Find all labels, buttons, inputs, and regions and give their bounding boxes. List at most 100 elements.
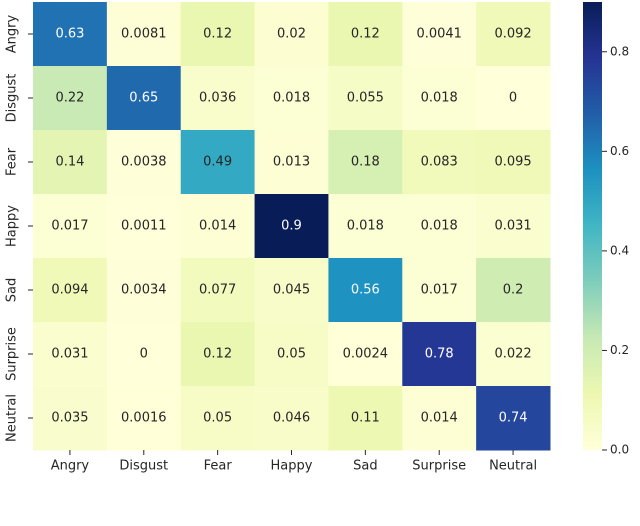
heatmap-cell — [33, 66, 108, 131]
heatmap-cell — [33, 2, 108, 67]
heatmap-cell — [402, 194, 477, 259]
heatmap-cell — [328, 194, 403, 259]
x-tick-label: Fear — [204, 459, 233, 474]
heatmap-cell — [254, 194, 329, 259]
cell-label: 0.74 — [499, 411, 528, 426]
cell-label: 0.22 — [55, 91, 84, 106]
cell-label: 0.0034 — [121, 283, 167, 298]
y-tick-label: Happy — [5, 205, 20, 247]
y-tick-label: Disgust — [5, 74, 20, 123]
cell-label: 0.055 — [347, 91, 384, 106]
cell-label: 0.018 — [421, 219, 458, 234]
cell-label: 0.49 — [203, 155, 232, 170]
y-tick-label: Neutral — [5, 394, 20, 442]
heatmap-cell — [254, 258, 329, 323]
cell-label: 0.035 — [51, 411, 88, 426]
heatmap-cell — [254, 386, 329, 451]
cell-label: 0.022 — [494, 347, 531, 362]
heatmap-cell — [476, 2, 551, 67]
heatmap-cell — [476, 194, 551, 259]
cell-label: 0.12 — [203, 27, 232, 42]
cell-label: 0.077 — [199, 283, 236, 298]
cell-label: 0.0024 — [343, 347, 389, 362]
cell-label: 0.78 — [425, 347, 454, 362]
cell-label: 0.12 — [351, 27, 380, 42]
colorbar-tick-label: 0.4 — [610, 243, 629, 257]
heatmap-cell — [180, 130, 256, 195]
heatmap-cell — [328, 322, 403, 387]
heatmap-cell — [476, 258, 551, 323]
cell-label: 0.0081 — [121, 27, 167, 42]
heatmap-cell — [254, 130, 329, 195]
heatmap-cell — [106, 258, 182, 323]
cell-label: 0.56 — [351, 283, 380, 298]
x-tick-label: Disgust — [119, 459, 168, 474]
cell-label: 0.18 — [351, 155, 380, 170]
heatmap-cell — [476, 322, 551, 387]
heatmap-cell — [328, 258, 403, 323]
cell-label: 0.031 — [494, 219, 531, 234]
x-tick-label: Sad — [353, 459, 377, 474]
colorbar-tick-label: 0.2 — [610, 343, 629, 357]
cell-label: 0.63 — [55, 27, 84, 42]
heatmap-cell — [254, 2, 329, 67]
heatmap-cell — [106, 130, 182, 195]
cell-label: 0.9 — [281, 219, 302, 234]
cell-label: 0.083 — [421, 155, 458, 170]
heatmap-cell — [402, 130, 477, 195]
cell-label: 0.014 — [421, 411, 458, 426]
heatmap-cell — [106, 386, 182, 451]
cell-label: 0.031 — [51, 347, 88, 362]
colorbar-tick-label: 0.0 — [610, 443, 629, 457]
heatmap-cell — [106, 2, 182, 67]
cell-label: 0.0038 — [121, 155, 167, 170]
cell-label: 0.05 — [277, 347, 306, 362]
cell-label: 0.65 — [129, 91, 158, 106]
heatmap-cell — [328, 386, 403, 451]
cell-label: 0.0011 — [121, 219, 167, 234]
heatmap-cell — [106, 322, 182, 387]
heatmap-cell — [328, 2, 403, 67]
heatmap-cell — [33, 322, 108, 387]
colorbar-tick-label: 0.8 — [610, 44, 629, 58]
cell-label: 0 — [509, 91, 517, 106]
heatmap-cell — [180, 258, 256, 323]
cell-label: 0.013 — [273, 155, 310, 170]
heatmap-cell — [180, 322, 256, 387]
heatmap-cell — [254, 66, 329, 131]
y-tick-label: Sad — [5, 278, 20, 302]
heatmap-cell — [33, 194, 108, 259]
cell-label: 0.14 — [55, 155, 84, 170]
cell-label: 0.014 — [199, 219, 236, 234]
colorbar-tick-label: 0.6 — [610, 144, 629, 158]
heatmap-cell — [402, 66, 477, 131]
heatmap-cell — [476, 130, 551, 195]
cell-label: 0.11 — [351, 411, 380, 426]
y-tick-label: Fear — [5, 147, 20, 176]
heatmap-cell — [106, 194, 182, 259]
cell-label: 0.095 — [494, 155, 531, 170]
cell-label: 0.0041 — [416, 27, 462, 42]
heatmap-cell — [476, 66, 551, 131]
heatmap-cell — [180, 66, 256, 131]
heatmap-cell — [402, 2, 477, 67]
heatmap-cell — [402, 258, 477, 323]
heatmap-cell — [33, 130, 108, 195]
cell-label: 0.12 — [203, 347, 232, 362]
cell-label: 0.045 — [273, 283, 310, 298]
cell-label: 0.092 — [494, 27, 531, 42]
cell-label: 0.094 — [51, 283, 88, 298]
cell-label: 0.017 — [51, 219, 88, 234]
cell-label: 0.036 — [199, 91, 236, 106]
colorbar — [583, 2, 602, 450]
y-tick-label: Angry — [5, 14, 20, 53]
cell-label: 0.018 — [273, 91, 310, 106]
x-tick-label: Neutral — [489, 459, 537, 474]
cell-label: 0.018 — [347, 219, 384, 234]
x-tick-label: Happy — [271, 459, 313, 474]
y-tick-label: Surprise — [5, 327, 20, 381]
cell-label: 0.02 — [277, 27, 306, 42]
cell-label: 0 — [140, 347, 148, 362]
cell-label: 0.2 — [503, 283, 524, 298]
